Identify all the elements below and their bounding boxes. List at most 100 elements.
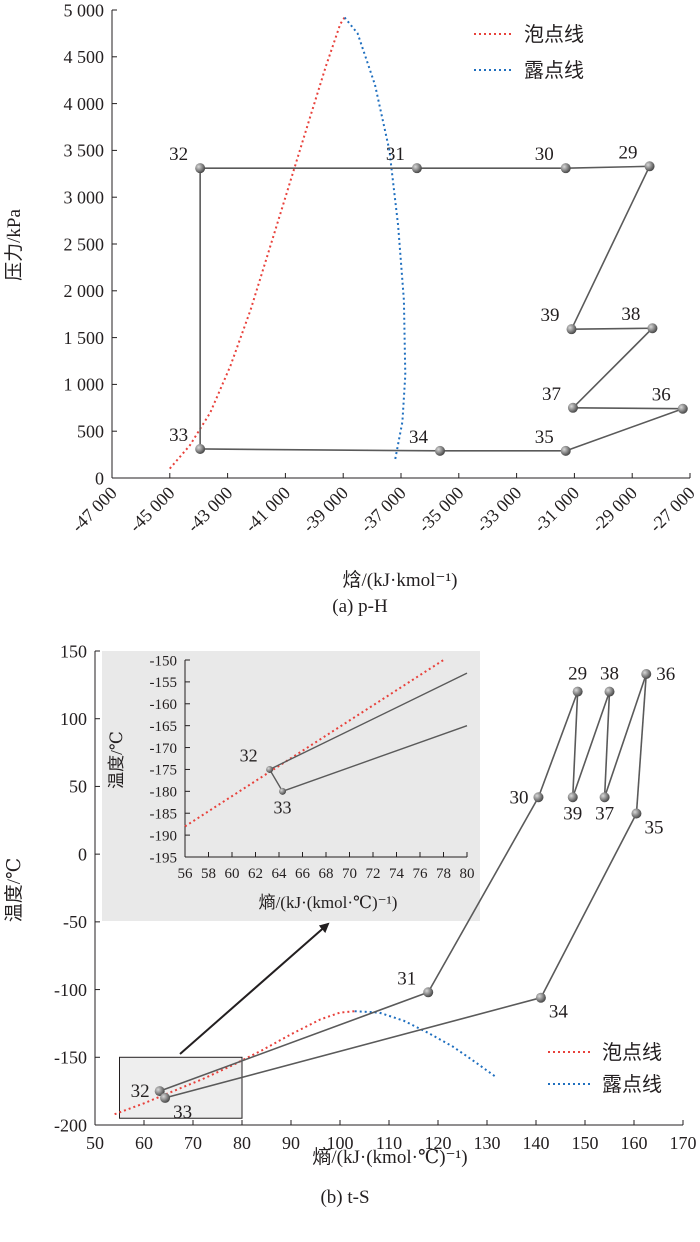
chart-b-cycle-line-29-39 [571,691,579,798]
chart-a-point-label-32: 32 [169,144,188,165]
chart-a-y-label: 压力/kPa [3,209,25,281]
chart-b-point-39 [567,792,578,803]
inset-x-tick-label: 56 [178,866,194,882]
chart-a-p-h: 0 500 1 000 1 500 2 000 2 500 3 000 3 500 4 000 4… [3,0,699,617]
chart-b-y-tick-label: 150 [60,641,87,661]
chart-a-x-label: 焓/(kJ·kmol⁻¹) [343,569,458,591]
chart-b-x-tick-label: 90 [282,1133,300,1153]
chart-a-point-label-36: 36 [652,385,671,406]
inset-y-tick-label: -150 [150,653,178,669]
chart-b-cycle-line-32-31 [159,991,429,1092]
chart-b-x-tick-label: 170 [670,1133,697,1153]
chart-b-point-label-36: 36 [656,664,675,685]
chart-b-x-tick-label: 50 [86,1133,104,1153]
chart-a-point-label-35: 35 [535,427,554,448]
chart-b-cycle [159,673,648,1099]
inset-point-label-32: 32 [240,745,258,765]
chart-a-x-tick-label: -39 000 [299,483,352,536]
chart-a-x-tick-label: -37 000 [356,483,409,536]
inset-curves [184,659,468,828]
chart-b-point-33 [160,1092,171,1103]
chart-a-point-29 [644,161,655,172]
chart-a-y-tick-label: 1 000 [64,375,105,395]
chart-b-point-label-39: 39 [563,803,582,824]
chart-a-point-label-39: 39 [541,305,560,326]
inset-x-tick-label: 74 [389,866,405,882]
chart-b-y-ticks: -200 -150 -100 -50 0 50 100 150 [54,641,100,1135]
chart-a-x-tick-label: -27 000 [645,483,698,536]
chart-a-caption: (a) p-H [332,596,388,617]
chart-b-point-34 [535,992,546,1003]
inset-x-tick-label: 60 [225,866,240,882]
chart-b-point-38 [604,686,615,697]
chart-b-cycle-line-36-35 [635,673,648,814]
chart-a-cycle-line-34-33 [200,448,441,452]
inset-x-tick-label: 64 [272,866,288,882]
inset-x-label: 熵/(kJ·(kmol·℃)⁻¹) [259,893,398,912]
inset-x-tick-label: 70 [342,866,357,882]
chart-a-point-label-38: 38 [621,304,640,325]
chart-a-curves [169,16,407,470]
chart-a-cycle-line-36-35 [565,407,684,452]
inset-x-tick-label: 80 [460,866,475,882]
chart-b-cycle-line-34-33 [164,996,542,1099]
chart-b-x-tick-label: 60 [135,1133,153,1153]
chart-a-x-tick-label: -47 000 [67,483,120,536]
inset-y-tick-label: -170 [150,741,178,757]
chart-a-x-tick-label: -33 000 [472,483,525,536]
inset-y-tick-label: -185 [150,806,178,822]
chart-a-cycle-line-30-29 [565,165,650,169]
chart-b-legend: 泡点线 露点线 [548,1041,662,1096]
chart-b-y-tick-label: -150 [54,1048,87,1068]
chart-a-y-tick-label: 4 500 [64,47,105,67]
chart-b-x-label: 熵/(kJ·(kmol·℃)⁻¹) [312,1146,467,1168]
inset-x-tick-label: 62 [248,866,263,882]
inset-panel [102,651,480,921]
inset-y-tick-label: -155 [150,675,178,691]
chart-a-cycle-line-38-37 [572,327,653,409]
chart-a-point-36 [677,403,688,414]
chart-a-y-tick-label: 4 000 [64,94,105,114]
chart-b-point-label-37: 37 [595,803,614,824]
chart-a-y-tick-label: 2 000 [64,281,105,301]
chart-b-y-label: 温度/℃ [3,858,25,923]
chart-a-point-label-37: 37 [542,384,561,405]
chart-b-point-32 [154,1086,165,1097]
chart-a-cycle [199,165,684,452]
chart-b-point-29 [572,686,583,697]
inset-bubble-curve [184,659,445,828]
chart-b-points: 32 33 31 30 29 39 38 37 36 35 34 [131,664,676,1123]
chart-b-point-37 [599,792,610,803]
chart-b-x-ticks: 50 60 70 80 90 100 110 120 130 140 150 160 170 [86,1120,697,1153]
inset-y-tick-label: -165 [150,719,178,735]
inset-y-ticks: -195 -190 -185 -180 -175 -170 -165 -160 -155 -150 [150,653,190,866]
inset-x-tick-label: 78 [436,866,451,882]
chart-a-y-tick-label: 500 [77,422,104,442]
chart-a-point-label-31: 31 [386,144,405,165]
inset-cycle-line [268,769,284,792]
chart-a-point-33 [195,443,206,454]
chart-a-cycle-line-29-39 [570,165,651,330]
chart-b-x-tick-label: 120 [425,1133,452,1153]
chart-b-cycle-line-37-36 [603,673,648,798]
chart-a-point-37 [567,402,578,413]
chart-b-point-label-30: 30 [509,787,528,808]
chart-b-point-label-29: 29 [568,664,587,685]
chart-b-y-tick-label: 100 [60,709,87,729]
chart-b-point-label-34: 34 [549,1002,569,1023]
chart-b-point-label-32: 32 [131,1081,150,1102]
inset-x-tick-label: 72 [366,866,381,882]
inset-y-tick-label: -195 [150,850,178,866]
chart-a-x-tick-label: -31 000 [530,483,583,536]
chart-a-y-tick-label: 2 500 [64,234,105,254]
chart-a-point-39 [566,324,577,335]
inset-y-tick-label: -160 [150,697,178,713]
chart-a-point-30 [560,163,571,174]
chart-b-x-tick-label: 80 [233,1133,251,1153]
chart-b-point-label-33: 33 [173,1102,192,1123]
chart-a-dew-curve [343,16,407,460]
chart-a-point-label-34: 34 [409,427,429,448]
chart-a-points: 32 31 30 29 39 38 37 36 35 34 33 [169,142,688,456]
chart-a-y-tick-label: 5 000 [64,0,105,20]
